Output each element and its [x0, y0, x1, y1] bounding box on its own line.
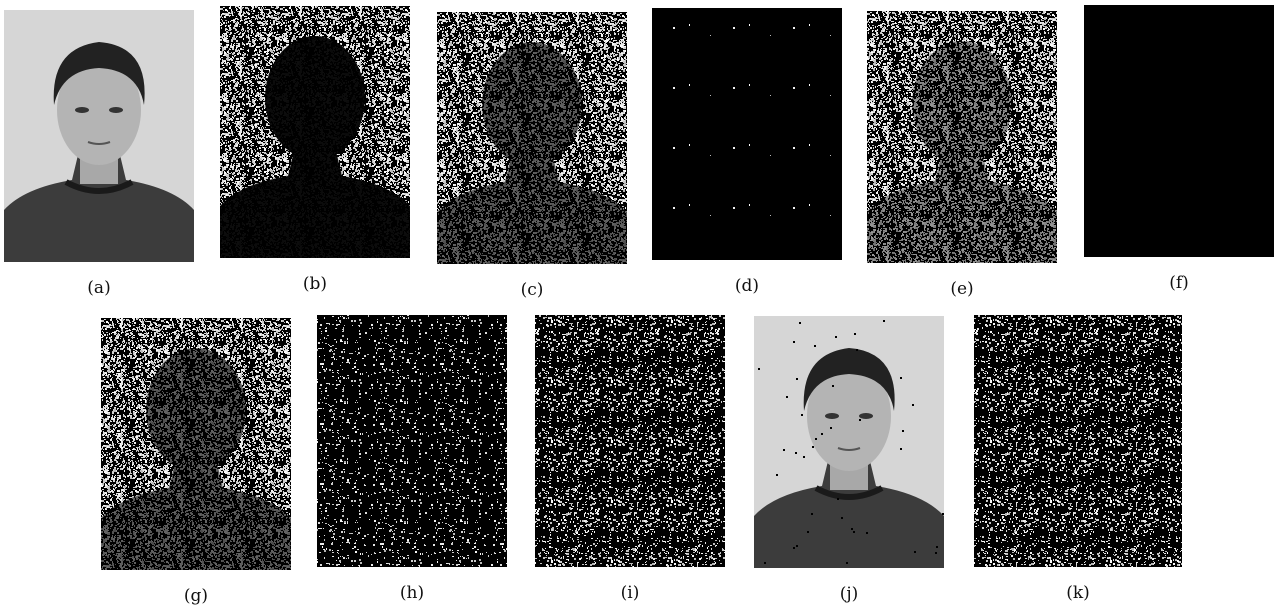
panel-label: (f) — [1149, 273, 1209, 293]
image — [974, 315, 1182, 567]
image-panel — [437, 12, 627, 264]
image — [437, 12, 627, 264]
image-panel — [754, 316, 944, 568]
panel-label: (j) — [819, 584, 879, 604]
image-panel — [1084, 5, 1274, 257]
panel-label: (g) — [166, 586, 226, 606]
panel-label: (c) — [502, 280, 562, 300]
figure: {"panels": [ {"label": "(a)"}, {"label":… — [0, 0, 1277, 612]
panel-label: (d) — [717, 276, 777, 296]
image — [652, 8, 842, 260]
image — [867, 11, 1057, 263]
panel-label: (b) — [285, 274, 345, 294]
panel-label: (h) — [382, 583, 442, 603]
image-panel — [974, 315, 1182, 567]
image-panel — [867, 11, 1057, 263]
image — [101, 318, 291, 570]
image-panel — [220, 6, 410, 258]
image — [317, 315, 507, 567]
image — [754, 316, 944, 568]
image — [220, 6, 410, 258]
image-panel — [535, 315, 725, 567]
panel-label: (a) — [69, 278, 129, 298]
image-panel — [4, 10, 194, 262]
image — [4, 10, 194, 262]
panel-label: (e) — [932, 279, 992, 299]
image-panel — [317, 315, 507, 567]
panel-label: (i) — [600, 583, 660, 603]
panel-label: (k) — [1048, 583, 1108, 603]
image-panel — [652, 8, 842, 260]
image — [535, 315, 725, 567]
image-panel — [101, 318, 291, 570]
image — [1084, 5, 1274, 257]
